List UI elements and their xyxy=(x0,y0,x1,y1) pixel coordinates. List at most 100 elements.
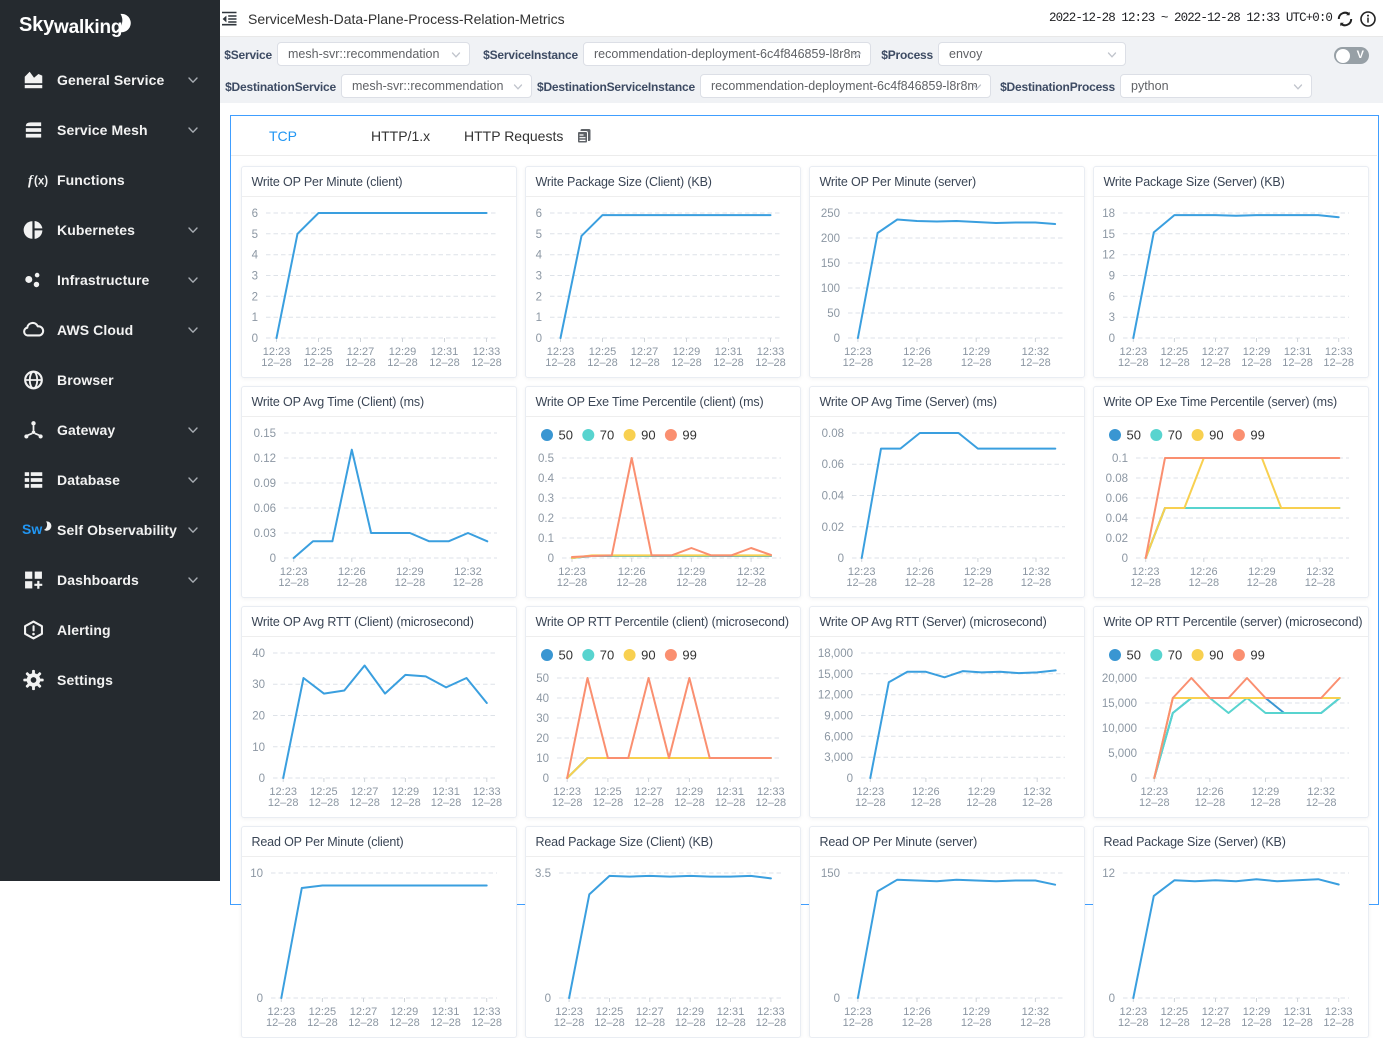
svg-text:0: 0 xyxy=(544,993,550,1005)
svg-text:12–28: 12–28 xyxy=(960,357,991,369)
svg-text:12–28: 12–28 xyxy=(303,357,334,369)
svg-text:0.04: 0.04 xyxy=(821,491,844,503)
svg-text:12–28: 12–28 xyxy=(966,797,997,809)
svg-text:12:23: 12:23 xyxy=(847,566,875,578)
svg-text:15: 15 xyxy=(1102,229,1115,241)
svg-text:12–28: 12–28 xyxy=(1118,1017,1149,1029)
svg-text:12:27: 12:27 xyxy=(350,786,378,798)
svg-text:12:33: 12:33 xyxy=(472,346,500,358)
svg-text:12–28: 12–28 xyxy=(634,1017,665,1029)
svg-text:0: 0 xyxy=(269,553,275,565)
svg-text:12:29: 12:29 xyxy=(1248,566,1276,578)
svg-text:12:23: 12:23 xyxy=(844,346,872,358)
svg-text:12:31: 12:31 xyxy=(716,786,744,798)
svg-text:0.15: 0.15 xyxy=(253,428,275,440)
svg-text:50: 50 xyxy=(558,648,572,663)
svg-text:12:23: 12:23 xyxy=(1119,346,1147,358)
svg-text:0.08: 0.08 xyxy=(821,428,843,440)
svg-text:12–28: 12–28 xyxy=(390,797,421,809)
svg-text:70: 70 xyxy=(599,648,613,663)
svg-text:4: 4 xyxy=(535,250,542,262)
svg-text:0.1: 0.1 xyxy=(1112,453,1128,465)
svg-text:30: 30 xyxy=(536,713,549,725)
svg-text:70: 70 xyxy=(1167,428,1181,443)
svg-text:12:29: 12:29 xyxy=(962,346,990,358)
svg-text:12:23: 12:23 xyxy=(1131,566,1159,578)
svg-text:90: 90 xyxy=(1209,428,1223,443)
svg-text:10: 10 xyxy=(250,868,263,880)
svg-text:12:25: 12:25 xyxy=(310,786,338,798)
svg-text:12–28: 12–28 xyxy=(278,577,309,589)
svg-text:12–28: 12–28 xyxy=(674,797,705,809)
svg-text:12:32: 12:32 xyxy=(737,566,765,578)
svg-text:12:27: 12:27 xyxy=(634,786,662,798)
svg-text:0: 0 xyxy=(547,553,553,565)
svg-text:12–28: 12–28 xyxy=(910,797,941,809)
svg-text:Sw: Sw xyxy=(22,521,42,537)
svg-text:12–28: 12–28 xyxy=(1020,1017,1051,1029)
svg-text:12–28: 12–28 xyxy=(430,1017,461,1029)
svg-text:12–28: 12–28 xyxy=(430,797,461,809)
svg-text:12–28: 12–28 xyxy=(556,577,587,589)
svg-text:0: 0 xyxy=(1130,773,1136,785)
svg-text:12–28: 12–28 xyxy=(901,357,932,369)
svg-text:12:26: 12:26 xyxy=(903,346,931,358)
svg-text:30: 30 xyxy=(252,679,265,691)
svg-text:6: 6 xyxy=(1108,291,1114,303)
svg-text:9,000: 9,000 xyxy=(824,711,853,723)
svg-text:12:33: 12:33 xyxy=(756,346,784,358)
svg-text:99: 99 xyxy=(1250,428,1264,443)
svg-text:12–28: 12–28 xyxy=(452,577,483,589)
svg-text:3.5: 3.5 xyxy=(535,868,551,880)
svg-text:0.06: 0.06 xyxy=(253,503,275,515)
svg-text:10: 10 xyxy=(536,753,549,765)
svg-text:12:29: 12:29 xyxy=(964,566,992,578)
svg-text:12:23: 12:23 xyxy=(558,566,586,578)
svg-text:12–28: 12–28 xyxy=(349,797,380,809)
svg-text:0.1: 0.1 xyxy=(538,533,554,545)
svg-text:12:32: 12:32 xyxy=(454,566,482,578)
svg-text:12:31: 12:31 xyxy=(714,346,742,358)
svg-text:12:32: 12:32 xyxy=(1021,346,1049,358)
svg-text:12,000: 12,000 xyxy=(817,690,852,702)
svg-text:12:29: 12:29 xyxy=(391,786,419,798)
svg-text:12: 12 xyxy=(1102,250,1115,262)
svg-text:12–28: 12–28 xyxy=(633,797,664,809)
svg-text:12:27: 12:27 xyxy=(630,346,658,358)
svg-text:12:29: 12:29 xyxy=(388,346,416,358)
svg-text:12–28: 12–28 xyxy=(1250,797,1281,809)
svg-text:12–28: 12–28 xyxy=(345,357,376,369)
svg-text:12:33: 12:33 xyxy=(757,786,785,798)
svg-text:12–28: 12–28 xyxy=(755,797,786,809)
svg-text:12:29: 12:29 xyxy=(967,786,995,798)
svg-text:12–28: 12–28 xyxy=(553,1017,584,1029)
svg-text:12–28: 12–28 xyxy=(855,797,886,809)
svg-text:250: 250 xyxy=(820,208,839,220)
svg-text:3: 3 xyxy=(1108,312,1114,324)
svg-text:12–28: 12–28 xyxy=(592,797,623,809)
svg-text:12–28: 12–28 xyxy=(1020,577,1051,589)
svg-text:20,000: 20,000 xyxy=(1101,673,1136,685)
svg-text:2: 2 xyxy=(535,291,541,303)
svg-text:12–28: 12–28 xyxy=(1188,577,1219,589)
svg-text:12–28: 12–28 xyxy=(1159,1017,1190,1029)
svg-text:15,000: 15,000 xyxy=(817,669,852,681)
svg-text:12–28: 12–28 xyxy=(842,1017,873,1029)
svg-text:0.2: 0.2 xyxy=(538,513,554,525)
svg-text:0.06: 0.06 xyxy=(821,459,843,471)
svg-text:12–28: 12–28 xyxy=(1130,577,1161,589)
svg-text:50: 50 xyxy=(1126,648,1140,663)
svg-text:12–28: 12–28 xyxy=(842,357,873,369)
svg-text:12:33: 12:33 xyxy=(473,786,501,798)
svg-text:0: 0 xyxy=(1108,993,1114,1005)
svg-text:100: 100 xyxy=(820,283,839,295)
svg-text:3: 3 xyxy=(251,271,257,283)
svg-text:12:23: 12:23 xyxy=(553,786,581,798)
svg-text:12–28: 12–28 xyxy=(545,357,576,369)
svg-text:50: 50 xyxy=(536,673,549,685)
svg-text:12–28: 12–28 xyxy=(1323,357,1354,369)
svg-text:0.03: 0.03 xyxy=(253,528,275,540)
svg-text:12:31: 12:31 xyxy=(432,786,460,798)
svg-text:0: 0 xyxy=(258,773,264,785)
svg-text:50: 50 xyxy=(1126,428,1140,443)
